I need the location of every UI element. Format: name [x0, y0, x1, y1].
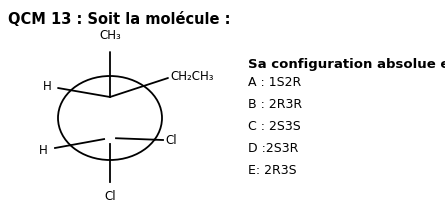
Text: CH₂CH₃: CH₂CH₃ — [170, 70, 214, 83]
Text: Sa configuration absolue est :: Sa configuration absolue est : — [248, 58, 445, 71]
Text: H: H — [39, 143, 48, 156]
Text: C : 2S3S: C : 2S3S — [248, 120, 301, 133]
Text: QCM 13 : Soit la molécule :: QCM 13 : Soit la molécule : — [8, 12, 231, 27]
Text: H: H — [43, 80, 52, 92]
Text: Cl: Cl — [104, 190, 116, 203]
Text: Cl: Cl — [165, 134, 177, 147]
Text: A : 1S2R: A : 1S2R — [248, 76, 301, 89]
Text: D :2S3R: D :2S3R — [248, 142, 299, 155]
Text: B : 2R3R: B : 2R3R — [248, 98, 302, 111]
Text: CH₃: CH₃ — [99, 29, 121, 42]
Text: E: 2R3S: E: 2R3S — [248, 164, 297, 177]
